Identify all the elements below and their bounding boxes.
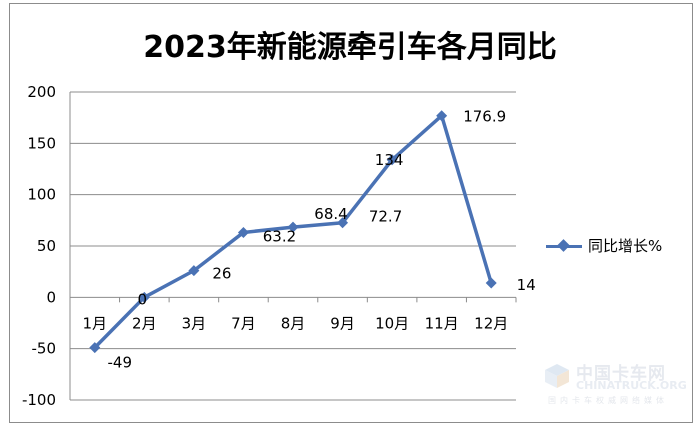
data-point-marker bbox=[485, 277, 497, 289]
data-label: 0 bbox=[138, 290, 148, 308]
x-tick-label: 9月 bbox=[330, 314, 355, 332]
data-label: 176.9 bbox=[463, 108, 506, 126]
legend: 同比增长% bbox=[546, 235, 662, 256]
data-label: 63.2 bbox=[263, 227, 296, 245]
data-point-marker bbox=[287, 221, 299, 233]
data-label: 68.4 bbox=[314, 205, 347, 223]
y-tick-label: 200 bbox=[27, 83, 56, 101]
y-tick-label: 150 bbox=[27, 134, 56, 152]
legend-line-marker bbox=[546, 238, 582, 252]
data-label: 26 bbox=[212, 265, 231, 283]
cube-icon bbox=[545, 364, 569, 388]
watermark-logo: 中国卡车网 CHINATRUCK.ORG 国内卡车权威网络媒体 bbox=[540, 355, 690, 415]
y-tick-label: 100 bbox=[27, 186, 56, 204]
data-point-marker bbox=[138, 291, 150, 303]
x-tick-label: 7月 bbox=[231, 314, 256, 332]
x-tick-label: 10月 bbox=[375, 314, 409, 332]
y-tick-label: 0 bbox=[46, 288, 56, 306]
watermark-sub: 国内卡车权威网络媒体 bbox=[548, 396, 668, 405]
data-point-marker bbox=[337, 217, 349, 229]
watermark-cn: 中国卡车网 bbox=[576, 364, 666, 384]
data-point-marker bbox=[436, 110, 448, 122]
data-label: 134 bbox=[375, 151, 404, 169]
watermark-en: CHINATRUCK.ORG bbox=[576, 379, 687, 392]
x-tick-label: 3月 bbox=[182, 314, 207, 332]
y-tick-label: -100 bbox=[22, 391, 56, 409]
x-tick-label: 8月 bbox=[281, 314, 306, 332]
data-point-marker bbox=[89, 342, 101, 354]
x-tick-label: 12月 bbox=[474, 314, 508, 332]
y-tick-label: 50 bbox=[37, 237, 56, 255]
data-label: -49 bbox=[108, 354, 133, 372]
x-tick-label: 1月 bbox=[83, 314, 108, 332]
data-label: 72.7 bbox=[369, 208, 402, 226]
data-point-marker bbox=[188, 265, 200, 277]
x-tick-label: 11月 bbox=[425, 314, 459, 332]
y-tick-label: -50 bbox=[32, 340, 57, 358]
data-label: 14 bbox=[517, 276, 536, 294]
chart-title: 2023年新能源牵引车各月同比 bbox=[143, 30, 557, 65]
x-tick-label: 2月 bbox=[132, 314, 157, 332]
data-point-marker bbox=[237, 226, 249, 238]
legend-label: 同比增长% bbox=[588, 237, 663, 255]
data-point-marker bbox=[386, 154, 398, 166]
